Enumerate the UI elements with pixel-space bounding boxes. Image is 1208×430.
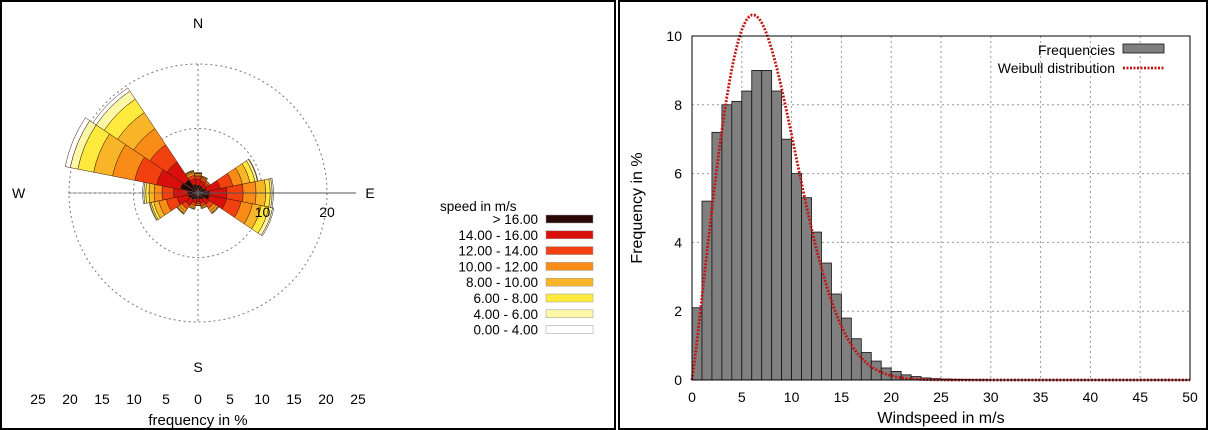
legend-label: 4.00 - 6.00 bbox=[473, 307, 538, 322]
frequency-tick-label: 20 bbox=[318, 391, 334, 407]
rose-segment-se-6 bbox=[211, 206, 220, 215]
rose-segment-nne-5 bbox=[200, 175, 209, 180]
frequency-tick-label: 10 bbox=[254, 391, 270, 407]
frequency-tick-label: 15 bbox=[286, 391, 302, 407]
x-tick-label: 5 bbox=[738, 389, 746, 405]
legend-label: 6.00 - 8.00 bbox=[473, 291, 538, 306]
histogram-bar bbox=[771, 90, 783, 381]
legend-label-weibull: Weibull distribution bbox=[998, 60, 1115, 76]
legend-label: 10.00 - 12.00 bbox=[458, 259, 538, 274]
legend-swatch bbox=[545, 214, 594, 224]
histogram-panel: 0 5 10 15 20 25 30 35 40 45 50 0 2 4 6 8 10 Frequencies We… bbox=[618, 0, 1208, 430]
legend-title: speed in m/s bbox=[440, 199, 517, 214]
legend-swatch bbox=[545, 309, 594, 319]
rose-segment-wnw-7 bbox=[64, 117, 91, 168]
wind-rose-chart: N W E S 10 20 25 20 15 10 5 0 5 10 15 20 25 frequency in … bbox=[12, 15, 594, 428]
y-tick-label: 0 bbox=[674, 372, 682, 388]
histogram-bar bbox=[731, 100, 743, 381]
frequency-tick-label: 5 bbox=[162, 391, 170, 407]
legend-label: > 16.00 bbox=[493, 212, 538, 227]
legend-label-frequencies: Frequencies bbox=[1038, 42, 1115, 58]
x-tick-label: 0 bbox=[688, 389, 696, 405]
legend-label: 8.00 - 10.00 bbox=[466, 275, 538, 290]
y-tick-label: 10 bbox=[666, 28, 682, 44]
frequency-tick-label: 20 bbox=[62, 391, 78, 407]
x-axis-label: Windspeed in m/s bbox=[877, 410, 1004, 427]
histogram-bar bbox=[791, 173, 802, 381]
ring-label-20: 20 bbox=[319, 204, 335, 220]
legend-label: 0.00 - 4.00 bbox=[473, 323, 538, 338]
direction-label-n: N bbox=[193, 15, 203, 31]
y-tick-label: 6 bbox=[674, 166, 682, 182]
histogram-bar bbox=[721, 104, 733, 381]
frequency-tick-label: 25 bbox=[350, 391, 366, 407]
rose-segment-nnw-6 bbox=[184, 169, 194, 175]
frequency-tick-label: 5 bbox=[226, 391, 234, 407]
direction-label-e: E bbox=[365, 185, 374, 201]
histogram-bar bbox=[781, 138, 792, 381]
frequency-tick-label: 15 bbox=[94, 391, 110, 407]
legend-label: 14.00 - 16.00 bbox=[458, 228, 538, 243]
rose-segment-ese-7 bbox=[260, 207, 275, 237]
frequency-tick-label: 10 bbox=[126, 391, 142, 407]
rose-segment-nw-7 bbox=[92, 87, 131, 126]
histogram-bar bbox=[751, 70, 763, 381]
wind-rose-panel: N W E S 10 20 25 20 15 10 5 0 5 10 15 20 25 frequency in … bbox=[0, 0, 616, 430]
y-tick-label: 4 bbox=[674, 234, 682, 250]
x-tick-label: 10 bbox=[784, 389, 800, 405]
histogram-bar bbox=[701, 200, 713, 381]
rose-segment-sse-5 bbox=[200, 205, 208, 210]
x-tick-label: 35 bbox=[1033, 389, 1049, 405]
plot-frame bbox=[691, 35, 1191, 381]
rose-segment-n-2 bbox=[194, 175, 202, 180]
histogram-bar bbox=[711, 131, 723, 381]
histogram-bar bbox=[761, 70, 773, 381]
frequency-axis-label: frequency in % bbox=[148, 412, 247, 428]
x-tick-label: 30 bbox=[983, 389, 999, 405]
x-tick-label: 40 bbox=[1083, 389, 1099, 405]
frequency-tick-label: 0 bbox=[194, 391, 202, 407]
x-tick-label: 50 bbox=[1182, 389, 1198, 405]
x-tick-label: 45 bbox=[1132, 389, 1148, 405]
frequency-tick-label: 25 bbox=[30, 391, 46, 407]
histogram-bar bbox=[741, 90, 753, 381]
legend-swatch bbox=[545, 277, 594, 287]
y-tick-label: 8 bbox=[674, 97, 682, 113]
legend-swatch-frequencies bbox=[1122, 43, 1165, 54]
direction-label-s: S bbox=[193, 359, 202, 375]
legend-label: 12.00 - 14.00 bbox=[458, 244, 538, 259]
histogram-bar bbox=[801, 197, 812, 381]
legend-swatch bbox=[545, 246, 594, 255]
legend-swatch bbox=[545, 262, 594, 271]
legend-swatch bbox=[545, 293, 594, 303]
windspeed-histogram-chart: 0 5 10 15 20 25 30 35 40 45 50 0 2 4 6 8 10 Frequencies We… bbox=[629, 13, 1198, 427]
rose-segment-n-6 bbox=[193, 172, 203, 174]
direction-label-w: W bbox=[12, 185, 26, 201]
x-tick-label: 25 bbox=[933, 389, 949, 405]
x-tick-label: 15 bbox=[834, 389, 850, 405]
y-tick-label: 2 bbox=[674, 303, 682, 319]
legend-swatch bbox=[545, 230, 594, 240]
x-tick-label: 20 bbox=[883, 389, 899, 405]
ring-label-10: 10 bbox=[255, 204, 271, 220]
legend-swatch bbox=[545, 325, 594, 334]
y-axis-label: Frequency in % bbox=[629, 152, 646, 263]
rose-segment-s-4 bbox=[195, 204, 201, 207]
